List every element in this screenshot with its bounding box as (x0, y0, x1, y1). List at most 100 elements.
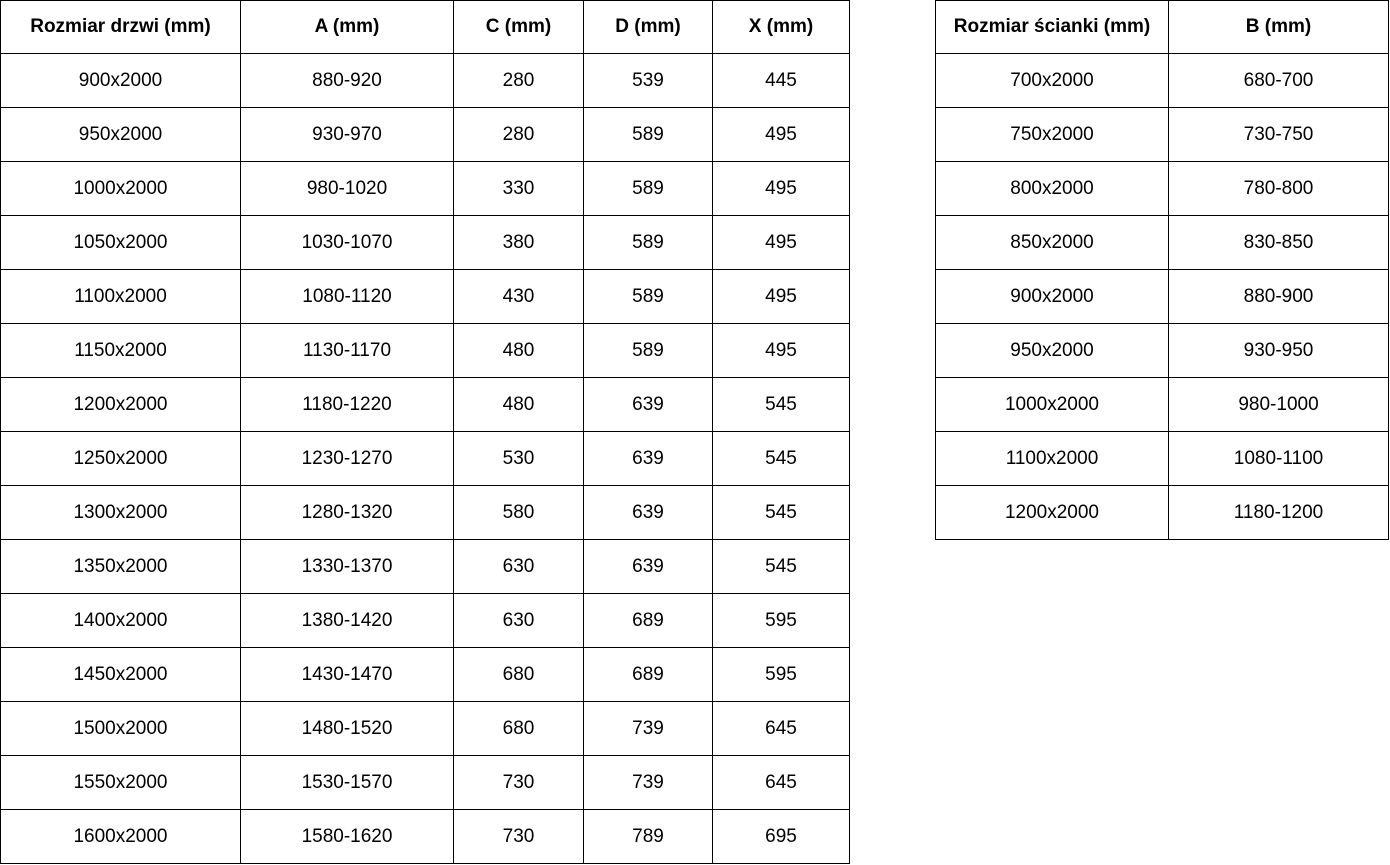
table-cell: 480 (453, 323, 584, 378)
table-cell: 930-950 (1168, 323, 1389, 378)
table-row: 1150x2000 1130-1170 480 589 495 (0, 323, 850, 378)
table-cell: 739 (583, 701, 713, 756)
column-header: D (mm) (583, 0, 713, 54)
table-cell: 495 (712, 269, 850, 324)
wall-size-table-head: Rozmiar ścianki (mm) B (mm) (935, 0, 1389, 54)
table-cell: 589 (583, 269, 713, 324)
table-cell: 430 (453, 269, 584, 324)
table-cell: 880-920 (240, 53, 454, 108)
door-size-table-head: Rozmiar drzwi (mm) A (mm) C (mm) D (mm) X (m… (0, 0, 850, 54)
door-size-table-body: 900x2000 880-920 280 539 445 950x2000 930-970 2… (0, 53, 850, 864)
table-row: 1400x2000 1380-1420 630 689 595 (0, 593, 850, 648)
table-cell: 645 (712, 701, 850, 756)
table-cell: 1030-1070 (240, 215, 454, 270)
table-row: 1100x2000 1080-1120 430 589 495 (0, 269, 850, 324)
table-cell: 1600x2000 (0, 809, 241, 864)
column-header: Rozmiar drzwi (mm) (0, 0, 241, 54)
table-cell: 900x2000 (935, 269, 1169, 324)
table-row: 950x2000 930-970 280 589 495 (0, 107, 850, 162)
table-row: 1200x2000 1180-1200 (935, 485, 1389, 540)
table-row: 950x2000 930-950 (935, 323, 1389, 378)
table-cell: 830-850 (1168, 215, 1389, 270)
table-cell: 495 (712, 215, 850, 270)
table-row: 1500x2000 1480-1520 680 739 645 (0, 701, 850, 756)
column-header: C (mm) (453, 0, 584, 54)
table-cell: 680-700 (1168, 53, 1389, 108)
table-row: 1050x2000 1030-1070 380 589 495 (0, 215, 850, 270)
table-cell: 1450x2000 (0, 647, 241, 702)
table-row: 1350x2000 1330-1370 630 639 545 (0, 539, 850, 594)
table-cell: 900x2000 (0, 53, 241, 108)
table-cell: 1580-1620 (240, 809, 454, 864)
table-cell: 1150x2000 (0, 323, 241, 378)
table-row: 1600x2000 1580-1620 730 789 695 (0, 809, 850, 864)
table-row: 1550x2000 1530-1570 730 739 645 (0, 755, 850, 810)
table-cell: 595 (712, 647, 850, 702)
table-cell: 980-1020 (240, 161, 454, 216)
table-cell: 589 (583, 161, 713, 216)
table-cell: 545 (712, 431, 850, 486)
table-row: 1000x2000 980-1020 330 589 495 (0, 161, 850, 216)
table-row: 1450x2000 1430-1470 680 689 595 (0, 647, 850, 702)
table-cell: 645 (712, 755, 850, 810)
table-cell: 700x2000 (935, 53, 1169, 108)
table-cell: 780-800 (1168, 161, 1389, 216)
table-cell: 1280-1320 (240, 485, 454, 540)
wall-size-table-body: 700x2000 680-700 750x2000 730-750 800x2000 78… (935, 53, 1389, 540)
table-cell: 1100x2000 (0, 269, 241, 324)
table-cell: 280 (453, 107, 584, 162)
table-cell: 330 (453, 161, 584, 216)
table-cell: 1430-1470 (240, 647, 454, 702)
table-row: 1100x2000 1080-1100 (935, 431, 1389, 486)
table-cell: 1250x2000 (0, 431, 241, 486)
table-cell: 750x2000 (935, 107, 1169, 162)
table-cell: 1000x2000 (935, 377, 1169, 432)
table-cell: 545 (712, 377, 850, 432)
table-cell: 1330-1370 (240, 539, 454, 594)
table-row: 700x2000 680-700 (935, 53, 1389, 108)
table-cell: 1000x2000 (0, 161, 241, 216)
column-header: X (mm) (712, 0, 850, 54)
table-row: 900x2000 880-900 (935, 269, 1389, 324)
table-cell: 880-900 (1168, 269, 1389, 324)
table-cell: 1080-1100 (1168, 431, 1389, 486)
table-cell: 1130-1170 (240, 323, 454, 378)
table-cell: 1380-1420 (240, 593, 454, 648)
table-cell: 495 (712, 323, 850, 378)
table-cell: 730 (453, 755, 584, 810)
table-cell: 380 (453, 215, 584, 270)
table-cell: 1200x2000 (0, 377, 241, 432)
column-header: A (mm) (240, 0, 454, 54)
table-cell: 680 (453, 647, 584, 702)
table-cell: 1080-1120 (240, 269, 454, 324)
table-row: 1200x2000 1180-1220 480 639 545 (0, 377, 850, 432)
table-cell: 545 (712, 485, 850, 540)
table-cell: 1200x2000 (935, 485, 1169, 540)
header-row: Rozmiar ścianki (mm) B (mm) (935, 0, 1389, 54)
table-cell: 545 (712, 539, 850, 594)
table-cell: 695 (712, 809, 850, 864)
column-header: Rozmiar ścianki (mm) (935, 0, 1169, 54)
table-cell: 1100x2000 (935, 431, 1169, 486)
table-cell: 539 (583, 53, 713, 108)
header-row: Rozmiar drzwi (mm) A (mm) C (mm) D (mm) X (m… (0, 0, 850, 54)
table-cell: 739 (583, 755, 713, 810)
table-cell: 1180-1220 (240, 377, 454, 432)
table-cell: 580 (453, 485, 584, 540)
table-cell: 689 (583, 647, 713, 702)
table-cell: 730 (453, 809, 584, 864)
table-row: 850x2000 830-850 (935, 215, 1389, 270)
table-cell: 495 (712, 107, 850, 162)
table-cell: 800x2000 (935, 161, 1169, 216)
table-cell: 789 (583, 809, 713, 864)
table-cell: 950x2000 (935, 323, 1169, 378)
table-cell: 1480-1520 (240, 701, 454, 756)
table-cell: 639 (583, 431, 713, 486)
table-cell: 730-750 (1168, 107, 1389, 162)
table-row: 1000x2000 980-1000 (935, 377, 1389, 432)
table-cell: 950x2000 (0, 107, 241, 162)
table-cell: 1400x2000 (0, 593, 241, 648)
table-cell: 595 (712, 593, 850, 648)
table-cell: 639 (583, 377, 713, 432)
